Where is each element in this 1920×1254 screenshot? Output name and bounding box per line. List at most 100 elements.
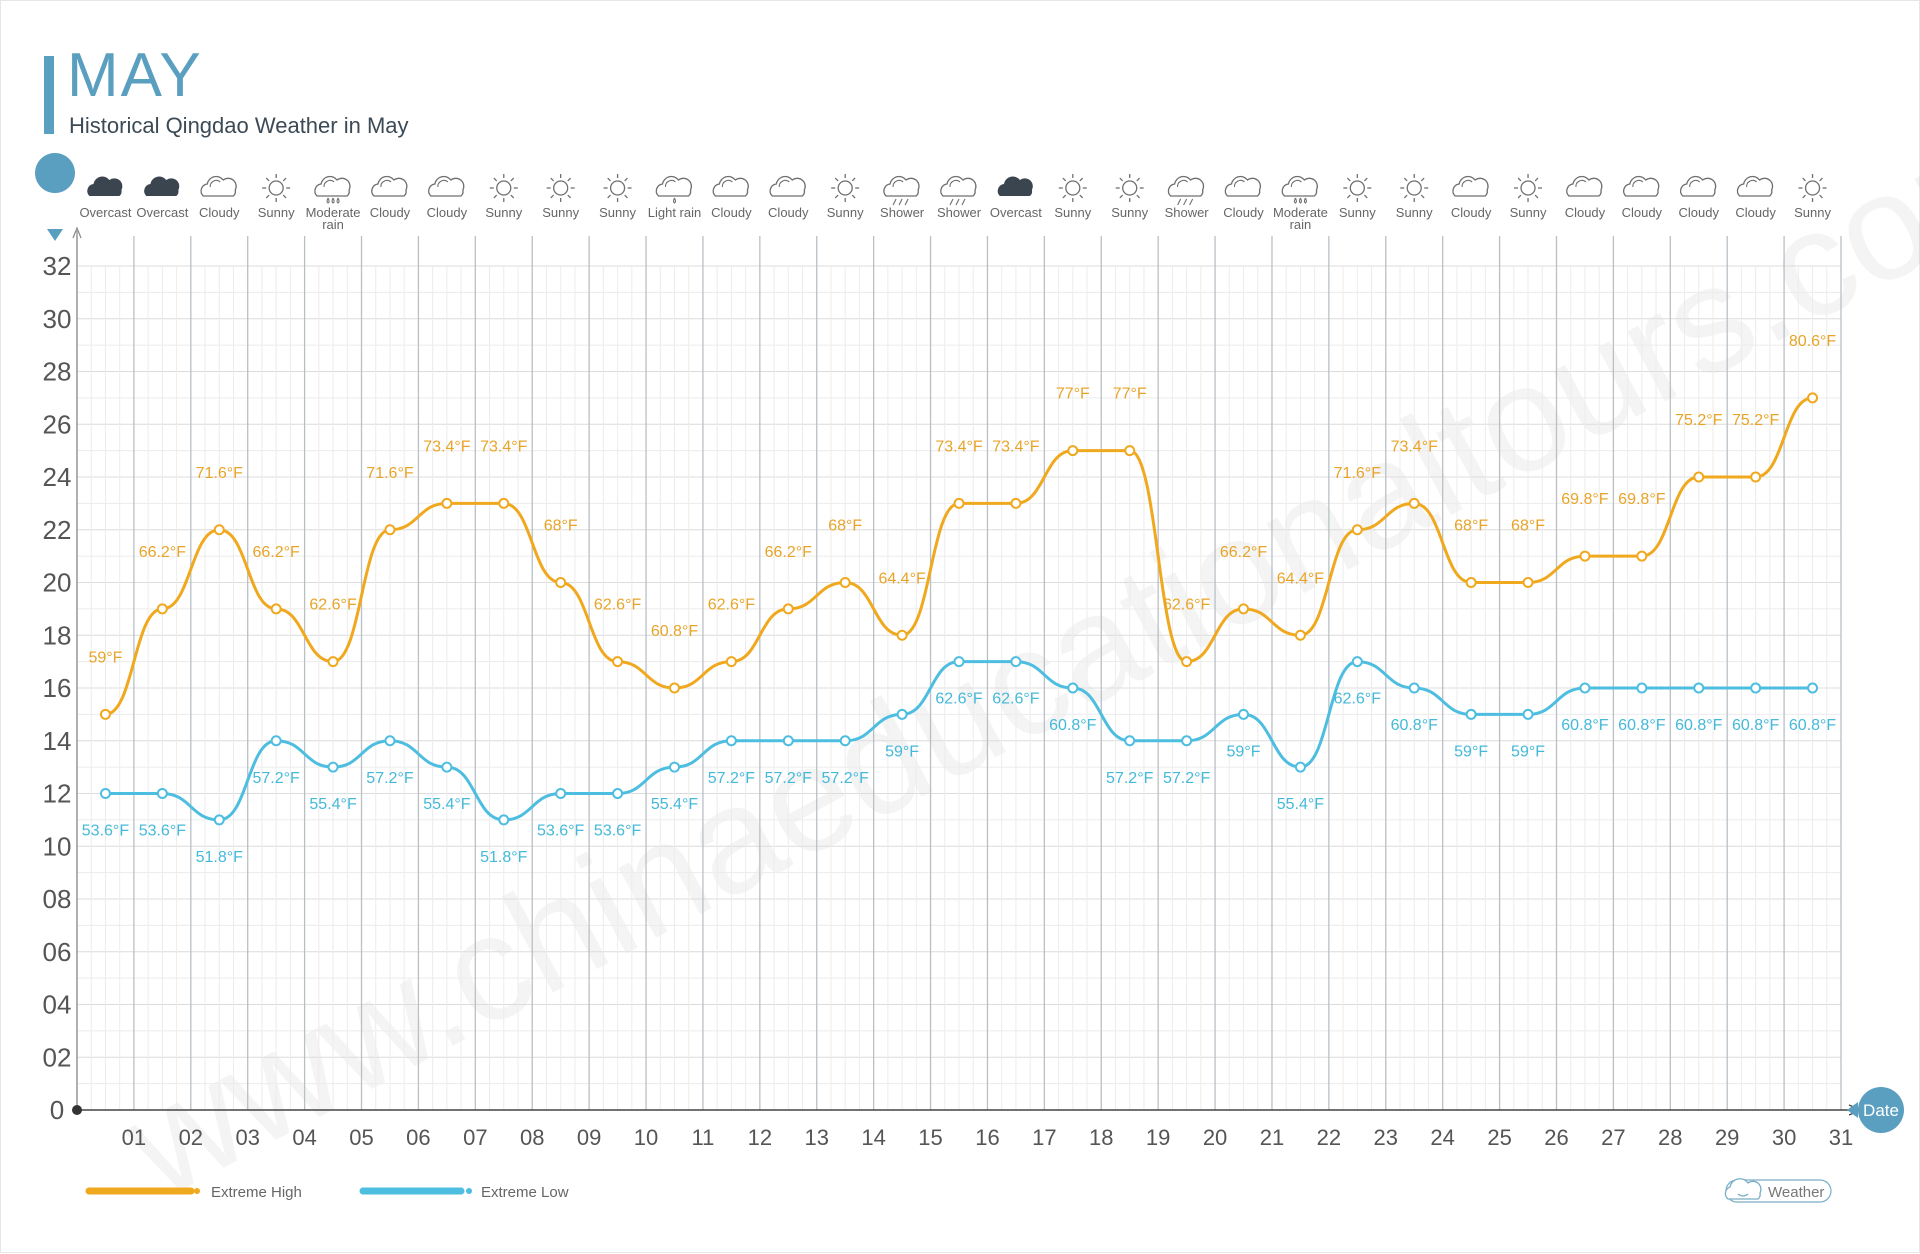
weather-icon-overcast — [144, 176, 180, 196]
high-point — [498, 497, 510, 509]
x-tick-label: 09 — [577, 1125, 601, 1150]
weather-icon-sunny — [1343, 174, 1372, 202]
weather-label: Overcast — [136, 205, 188, 220]
weather-icon-sunny — [831, 174, 860, 202]
low-label: 57.2°F — [765, 770, 813, 787]
weather-icon-shower — [940, 175, 977, 206]
cloud-inner — [721, 179, 733, 188]
sun-ray — [1363, 177, 1368, 182]
cloud-inner — [1746, 179, 1758, 188]
sun-ray — [1119, 194, 1124, 199]
y-tick-label: 04 — [43, 990, 72, 1020]
weather-label: Cloudy — [1679, 205, 1720, 220]
weather-icon-cloudy — [1566, 175, 1603, 197]
weather-label: Overcast — [990, 205, 1042, 220]
high-label: 66.2°F — [139, 544, 187, 561]
extreme-low-line — [103, 660, 1815, 822]
low-point — [270, 735, 282, 747]
sun-ray — [1802, 194, 1806, 199]
low-point — [156, 788, 168, 799]
high-point — [953, 497, 965, 509]
weather-icon-shower — [1167, 175, 1205, 206]
weather-label: Cloudy — [370, 205, 411, 220]
y-tick-label: 24 — [43, 462, 72, 492]
y-tick-label: 32 — [43, 251, 72, 281]
high-label: 68°F — [828, 518, 862, 535]
low-label: 62.6°F — [1334, 691, 1382, 708]
low-label: 55.4°F — [423, 796, 471, 813]
weather-label: Shower — [937, 205, 982, 220]
low-point — [1067, 682, 1079, 694]
x-tick-label: 03 — [235, 1125, 259, 1150]
high-point — [1238, 603, 1250, 615]
sun-disc — [1065, 180, 1081, 196]
high-label: 73.4°F — [423, 438, 471, 455]
cloud-inner — [437, 179, 449, 188]
date-badge: Date — [1847, 1087, 1904, 1133]
low-point — [953, 656, 965, 668]
low-label: 60.8°F — [1391, 717, 1439, 734]
weather-label: Cloudy — [1565, 205, 1606, 220]
x-tick-label: 11 — [692, 1125, 715, 1150]
cloud-outline — [1679, 175, 1717, 197]
cloud-inner — [1233, 179, 1245, 188]
cloud-outline — [1736, 175, 1774, 197]
shower-line — [892, 198, 897, 206]
x-tick-label: 02 — [179, 1125, 203, 1150]
sun-disc — [1406, 180, 1422, 196]
rain-drop — [326, 197, 330, 204]
high-point — [441, 497, 453, 509]
cloud-outline — [371, 175, 408, 197]
weather-label: Overcast — [79, 205, 131, 220]
sun-ray — [1420, 177, 1425, 182]
sun-ray — [607, 194, 611, 199]
y-tick-label: 14 — [43, 726, 72, 756]
low-label: 55.4°F — [1277, 796, 1325, 813]
x-tick-label: 13 — [804, 1125, 828, 1150]
high-point — [270, 603, 282, 615]
y-tick-label: 28 — [43, 357, 72, 387]
low-point — [213, 814, 225, 826]
cloud-inner — [949, 179, 961, 188]
sun-disc — [496, 180, 512, 196]
sun-ray — [851, 194, 856, 199]
x-tick-label: 16 — [975, 1125, 999, 1150]
cloud-inner — [209, 179, 221, 188]
weather-label: Light rain — [648, 205, 701, 220]
high-point — [1693, 471, 1705, 483]
weather-icon-cloudy — [371, 175, 408, 197]
shower-line — [949, 198, 954, 206]
low-point — [1181, 735, 1193, 747]
y-tick-label: 22 — [43, 515, 72, 545]
high-label: 62.6°F — [594, 597, 642, 614]
sun-ray — [1534, 194, 1539, 199]
legend: Extreme High Extreme Low Weather — [85, 1178, 1832, 1203]
sun-ray — [1346, 194, 1351, 199]
high-label: 69.8°F — [1618, 491, 1666, 508]
sun-disc — [609, 180, 626, 196]
high-point — [1408, 497, 1420, 509]
low-point — [1750, 682, 1762, 694]
low-label: 60.8°F — [1732, 717, 1780, 734]
weather-icon-cloudy — [712, 175, 749, 197]
sun-ray — [1062, 194, 1067, 199]
weather-icon-sunny — [1798, 174, 1827, 202]
weather-label: Sunny — [1396, 205, 1433, 220]
cloud-outline — [428, 175, 465, 197]
low-point — [1294, 761, 1306, 773]
low-label: 57.2°F — [366, 770, 414, 787]
weather-label: Cloudy — [427, 205, 468, 220]
low-label: 53.6°F — [594, 823, 642, 840]
low-point — [555, 788, 567, 799]
low-point — [612, 788, 624, 799]
sun-ray — [1420, 194, 1425, 199]
low-point — [1636, 682, 1648, 694]
title-accent-bar — [44, 56, 54, 134]
weather-label: Cloudy — [1622, 205, 1663, 220]
high-point — [725, 656, 737, 668]
low-label: 59°F — [1511, 743, 1545, 760]
low-label: 57.2°F — [1106, 770, 1154, 787]
low-label: 62.6°F — [935, 691, 983, 708]
low-point — [327, 761, 339, 773]
